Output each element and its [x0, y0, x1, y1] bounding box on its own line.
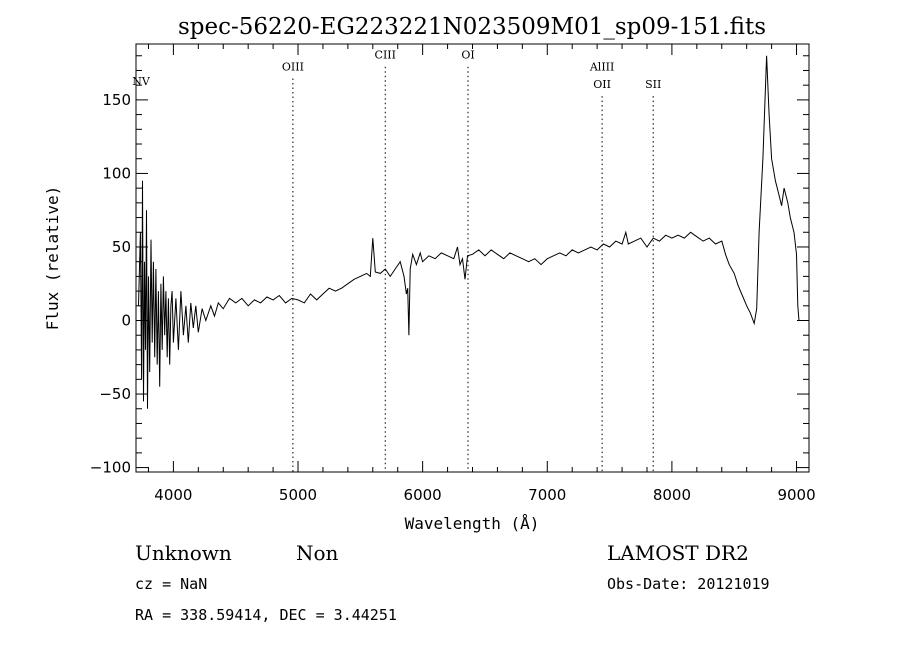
marker-label-nv: NV [132, 75, 151, 88]
x-tick-label: 7000 [528, 486, 566, 504]
y-tick-label: 0 [121, 312, 131, 330]
marker-label-oi: OI [461, 49, 474, 62]
x-tick-label: 6000 [404, 486, 442, 504]
y-axis-label: Flux (relative) [43, 186, 62, 331]
survey-name: LAMOST DR2 [607, 541, 749, 565]
chart-title: spec-56220-EG223221N023509M01_sp09-151.f… [178, 14, 766, 40]
y-tick-label: 150 [102, 91, 131, 109]
x-tick-label: 9000 [777, 486, 815, 504]
spectral-class: Unknown [135, 541, 232, 565]
x-tick-label: 5000 [279, 486, 317, 504]
observation-date: Obs-Date: 20121019 [607, 575, 770, 593]
marker-label-aliii: AlIII [589, 60, 615, 73]
marker-label-oiii: OIII [282, 60, 304, 73]
y-tick-label: 100 [102, 164, 131, 182]
x-tick-label: 4000 [154, 486, 192, 504]
x-axis-label: Wavelength (Å) [405, 514, 540, 533]
y-tick-label: 50 [112, 238, 131, 256]
marker-label-ciii: CIII [375, 49, 396, 62]
spectrum-line [138, 55, 800, 409]
marker-label-sii: SII [645, 78, 661, 91]
redshift-value: cz = NaN [135, 575, 208, 593]
x-tick-label: 8000 [653, 486, 691, 504]
plot-frame [135, 43, 810, 473]
y-tick-label: −100 [90, 459, 131, 477]
coordinates: RA = 338.59414, DEC = 3.44251 [135, 606, 397, 624]
spectral-subclass: Non [296, 541, 339, 565]
marker-label-oii: OII [593, 78, 611, 91]
y-tick-label: −50 [99, 385, 131, 403]
